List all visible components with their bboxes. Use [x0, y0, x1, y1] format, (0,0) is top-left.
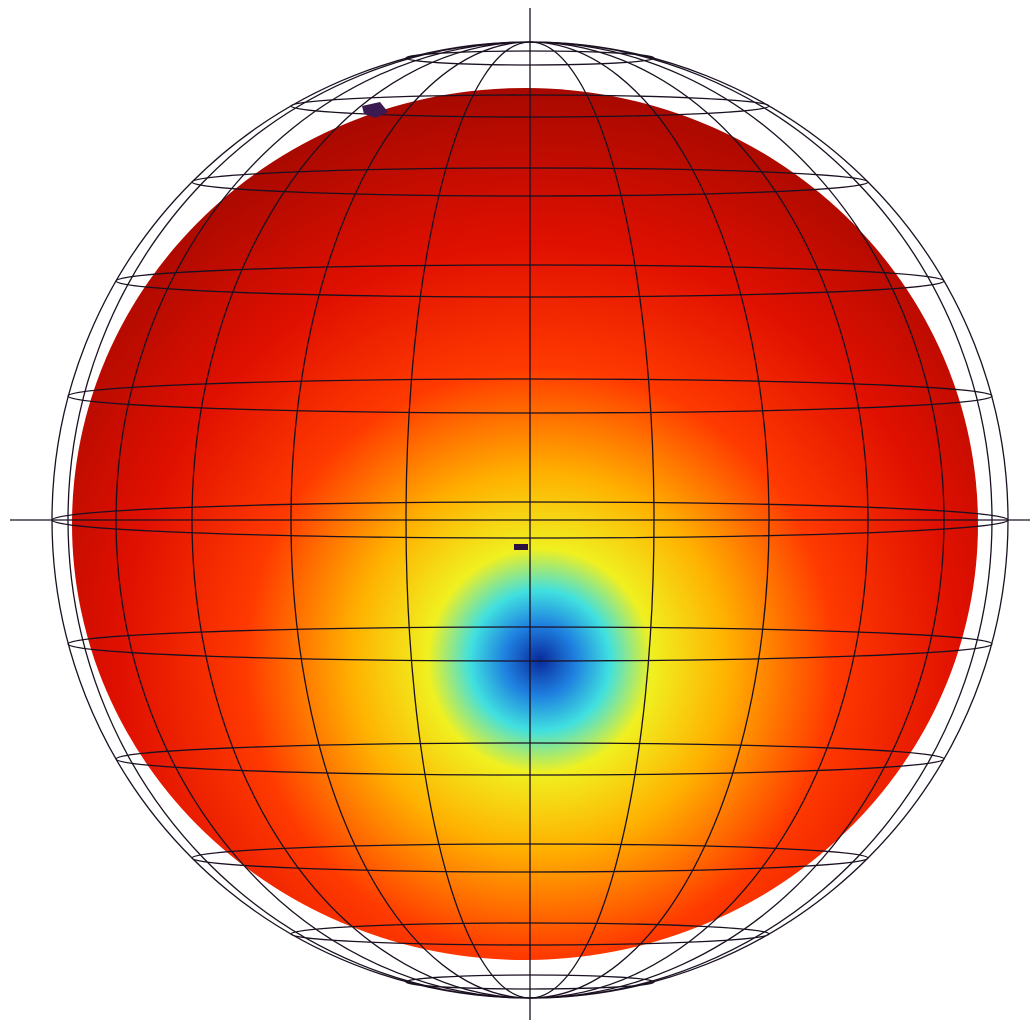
wireframe: [10, 8, 1030, 1020]
pattern-surface: [72, 88, 978, 960]
surface-artifact: [362, 102, 388, 118]
origin-marker: [514, 544, 528, 550]
